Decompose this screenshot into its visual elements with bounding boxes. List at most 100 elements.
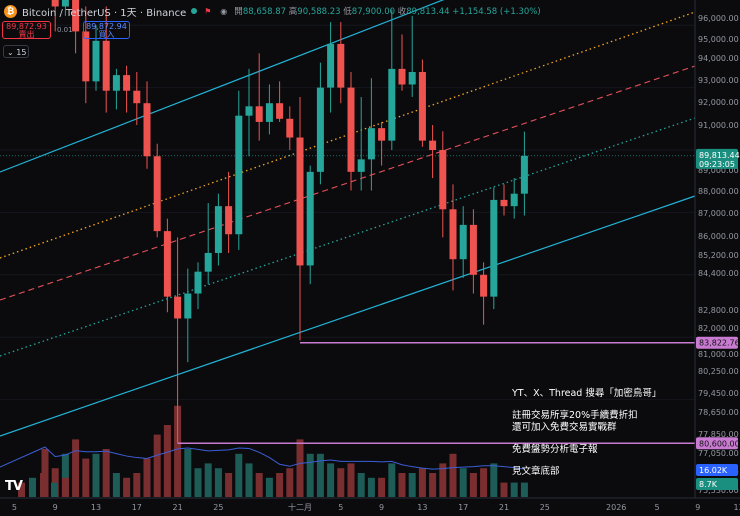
price-badge: [696, 464, 738, 476]
time-tick-label: 9: [695, 503, 700, 512]
time-tick-label: 17: [458, 503, 468, 512]
price-badge-label: 80,600.00: [699, 439, 740, 448]
price-badge: [696, 336, 738, 349]
bitcoin-logo-icon: ₿: [4, 4, 17, 18]
time-tick-label: 25: [213, 503, 223, 512]
candle-body: [225, 206, 233, 235]
volume-bar: [337, 468, 345, 497]
candle-body: [378, 128, 386, 141]
price-tick-label: 92,000.00: [698, 98, 739, 107]
time-tick-label: 13: [91, 503, 101, 512]
volume-bar: [61, 453, 69, 497]
volume-bar: [204, 463, 212, 497]
volume-bar: [276, 473, 284, 497]
volume-bar: [72, 439, 80, 497]
open-value: 88,658.87: [242, 7, 287, 17]
volume-bar: [112, 473, 120, 497]
candlestick-series: [51, 0, 528, 444]
buy-button[interactable]: 89,872.94 買入: [83, 21, 130, 39]
price-tick-label: 82,000.00: [698, 324, 739, 333]
volume-bar: [398, 473, 406, 497]
volume-bar: [18, 482, 25, 497]
price-tick-label: 75,530.00: [698, 486, 739, 495]
volume-bar: [265, 477, 273, 497]
candle-body: [123, 75, 131, 91]
volume-bar: [214, 468, 222, 497]
time-tick-label: 5: [338, 503, 343, 512]
candle-body: [72, 0, 80, 32]
time-axis[interactable]: 一月5913172125十二月591317212520265913: [0, 502, 740, 512]
annotation-line-1: YT、X、Thread 搜尋「加密鳥哥」: [512, 388, 662, 399]
annotation-line-3: 還可加入免費交易實戰群: [512, 422, 617, 433]
volume-bar: [184, 449, 192, 497]
volume-histogram: [18, 405, 528, 497]
candle-body: [429, 140, 437, 150]
candle-body: [316, 87, 324, 172]
candle-body: [61, 0, 69, 7]
volume-bar: [459, 468, 467, 497]
price-tick-label: 80,250.00: [698, 367, 739, 376]
volume-bar: [408, 473, 416, 497]
volume-bar: [29, 477, 36, 497]
candle-body: [500, 199, 508, 207]
time-tick-label: 5: [654, 503, 659, 512]
candle-body: [306, 171, 314, 266]
price-badge-label: 16.02K: [699, 466, 728, 475]
volume-indicator-toggle[interactable]: ⌄ 15: [3, 45, 29, 58]
sell-price: 89,872.93: [6, 22, 47, 31]
ohlc-readout: 開88,658.87 高90,588.23 低87,900.00 收89,813…: [234, 7, 541, 17]
price-tick-label: 87,000.00: [698, 209, 739, 218]
candle-body: [82, 31, 90, 82]
candle-body: [102, 40, 110, 91]
price-badge: [696, 148, 738, 169]
flag-icon[interactable]: ⚑: [204, 6, 212, 16]
annotation-line-5: 見文章底部: [512, 466, 560, 477]
channel-mid-line: [0, 65, 696, 301]
candle-body: [398, 68, 406, 85]
price-tick-label: 79,450.00: [698, 389, 739, 398]
candle-body: [51, 0, 59, 7]
candle-body: [388, 68, 396, 141]
volume-bar: [102, 449, 110, 497]
price-badge-label: 83,822.76: [699, 339, 740, 348]
volume-bar: [388, 463, 396, 497]
high-value: 90,588.23: [297, 7, 341, 17]
candle-body: [520, 155, 528, 194]
price-badge-label: 89,813.44: [699, 151, 740, 160]
candle-body: [133, 90, 141, 104]
time-tick-label: 9: [53, 503, 58, 512]
price-tick-label: 78,650.00: [698, 408, 739, 417]
candle-body: [92, 40, 100, 82]
candle-body: [265, 103, 273, 122]
price-tick-label: 91,000.00: [698, 121, 739, 130]
channel-lower-mid-line: [0, 117, 696, 357]
candle-body: [459, 224, 467, 260]
alert-icon[interactable]: ◉: [220, 6, 228, 16]
candle-body: [204, 252, 212, 272]
candle-body: [418, 72, 426, 141]
volume-bar: [194, 468, 202, 497]
channel-upper-line: [0, 0, 445, 173]
sell-button[interactable]: 89,872.93 賣出: [2, 21, 51, 39]
candle-body: [490, 199, 498, 297]
symbol-header: ₿ Bitcoin / TetherUS · 1天 · Binance ⚑ ◉ …: [0, 0, 541, 22]
volume-bar: [469, 473, 477, 497]
volume-bar: [378, 477, 386, 497]
annotation-line-2: 註冊交易所享20%手續費折扣: [512, 410, 638, 421]
close-value: 89,813.44: [406, 7, 450, 17]
price-axis[interactable]: 96,000.00 95,000.00 94,000.00 93,000.00 92,0…: [698, 14, 739, 495]
price-tick-label: 77,050.00: [698, 449, 739, 458]
volume-bar: [449, 453, 457, 497]
candle-body: [337, 43, 345, 88]
volume-bar: [439, 463, 447, 497]
volume-bar: [306, 453, 314, 497]
trend-channel: [0, 0, 696, 437]
volume-bar: [418, 468, 426, 497]
time-tick-label: 13: [417, 503, 427, 512]
symbol-title[interactable]: Bitcoin / TetherUS · 1天 · Binance: [22, 7, 187, 19]
volume-bar: [51, 482, 58, 497]
price-tick-label: 77,850.00: [698, 430, 739, 439]
volume-ma-line: [0, 446, 525, 470]
volume-bar: [133, 473, 141, 497]
